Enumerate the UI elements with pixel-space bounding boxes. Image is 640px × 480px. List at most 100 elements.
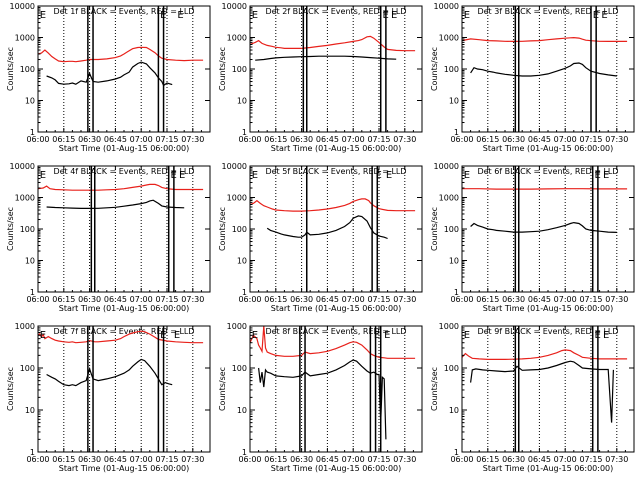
flag-label: E [386, 170, 392, 181]
y-tick-label: 100 [20, 225, 35, 234]
y-tick-label: 1 [454, 448, 459, 457]
y-tick-label: 1 [242, 288, 247, 297]
x-tick-label: 06:15 [476, 295, 499, 304]
y-axis-title: Counts/sec [6, 367, 15, 411]
y-axis-title: Counts/sec [430, 207, 439, 251]
x-tick-label: 07:00 [342, 135, 365, 144]
x-tick-label: 06:30 [78, 135, 101, 144]
x-tick-label: 06:45 [316, 455, 339, 464]
flag-label: E [40, 10, 46, 21]
x-tick-label: 07:00 [342, 455, 365, 464]
y-tick-label: 10000 [434, 162, 459, 171]
y-tick-label: 1000 [15, 34, 35, 43]
x-tick-label: 07:15 [367, 295, 390, 304]
x-tick-label: 07:15 [579, 455, 602, 464]
x-axis-title: Start Time (01-Aug-15 06:00:00) [483, 144, 614, 153]
flag-label: E [382, 10, 388, 21]
flag-label: E [603, 330, 609, 341]
x-axis-title: Start Time (01-Aug-15 06:00:00) [59, 144, 190, 153]
x-tick-label: 07:15 [367, 135, 390, 144]
x-tick-label: 06:30 [290, 135, 313, 144]
x-tick-label: 06:00 [26, 295, 49, 304]
y-tick-label: 10000 [10, 2, 35, 11]
x-tick-label: 06:15 [476, 455, 499, 464]
y-tick-label: 1 [30, 288, 35, 297]
x-tick-label: 06:30 [290, 295, 313, 304]
series-line-events [266, 215, 388, 240]
y-axis-title: Counts/sec [430, 47, 439, 91]
x-axis-title: Start Time (01-Aug-15 06:00:00) [271, 144, 402, 153]
x-tick-label: 06:00 [238, 455, 261, 464]
flag-label: E [170, 170, 176, 181]
x-tick-label: 07:00 [554, 135, 577, 144]
y-tick-label: 1 [242, 128, 247, 137]
chart-title: Det 1f BLACK = Events, RED = LLD [53, 7, 194, 16]
flag-label: E [160, 330, 166, 341]
x-tick-label: 06:30 [502, 295, 525, 304]
y-tick-label: 10 [25, 257, 35, 266]
y-tick-label: 10 [449, 257, 459, 266]
x-tick-label: 06:45 [104, 455, 127, 464]
y-axis-title: Counts/sec [218, 207, 227, 251]
x-tick-label: 06:15 [264, 135, 287, 144]
x-tick-label: 06:15 [52, 295, 75, 304]
flag-label: E [384, 330, 390, 341]
x-tick-label: 06:00 [450, 135, 473, 144]
flag-label: E [464, 170, 470, 181]
series-line-events [258, 359, 387, 440]
y-tick-label: 10 [237, 406, 247, 415]
y-tick-label: 1000 [15, 322, 35, 331]
y-tick-label: 10000 [222, 2, 247, 11]
series-line-events [46, 358, 173, 387]
x-tick-label: 07:30 [605, 455, 628, 464]
y-axis-title: Counts/sec [6, 47, 15, 91]
y-tick-label: 10000 [222, 162, 247, 171]
x-tick-label: 07:30 [181, 455, 204, 464]
chart-title: Det 5f BLACK = Events, RED = LLD [265, 167, 406, 176]
x-tick-label: 06:00 [450, 295, 473, 304]
flag-label: E [603, 170, 609, 181]
x-tick-label: 07:30 [605, 135, 628, 144]
x-tick-label: 06:30 [290, 455, 313, 464]
y-tick-label: 1000 [227, 194, 247, 203]
x-tick-label: 07:00 [130, 455, 153, 464]
chart-title: Det 3f BLACK = Events, RED = LLD [477, 7, 618, 16]
y-tick-label: 1 [30, 128, 35, 137]
y-axis-title: Counts/sec [218, 47, 227, 91]
series-line-lld [38, 46, 204, 63]
chart-title: Det 4f BLACK = Events, RED = LLD [53, 167, 194, 176]
y-tick-label: 1000 [15, 194, 35, 203]
y-axis-title: Counts/sec [218, 367, 227, 411]
y-axis-title: Counts/sec [430, 367, 439, 411]
y-tick-label: 1000 [227, 322, 247, 331]
chart-title: Det 6f BLACK = Events, RED = LLD [477, 167, 618, 176]
y-tick-label: 100 [232, 65, 247, 74]
y-tick-label: 1000 [227, 34, 247, 43]
x-axis-title: Start Time (01-Aug-15 06:00:00) [59, 304, 190, 313]
series-line-lld [462, 36, 628, 43]
flag-label: E [376, 170, 382, 181]
x-axis-title: Start Time (01-Aug-15 06:00:00) [271, 304, 402, 313]
x-tick-label: 07:15 [579, 135, 602, 144]
y-tick-label: 10 [449, 406, 459, 415]
series-line-events [46, 61, 173, 87]
x-tick-label: 07:30 [605, 295, 628, 304]
y-tick-label: 100 [444, 225, 459, 234]
y-tick-label: 10 [449, 97, 459, 106]
x-tick-label: 07:15 [367, 455, 390, 464]
flag-label: E [252, 10, 258, 21]
x-tick-label: 06:45 [528, 455, 551, 464]
x-tick-label: 06:15 [264, 455, 287, 464]
chart-title: Det 9f BLACK = Events, RED = LLD [477, 327, 618, 336]
x-tick-label: 07:30 [393, 455, 416, 464]
flag-label: E [40, 170, 46, 181]
x-axis-title: Start Time (01-Aug-15 06:00:00) [483, 304, 614, 313]
x-tick-label: 06:15 [476, 135, 499, 144]
y-tick-label: 100 [232, 225, 247, 234]
x-tick-label: 07:15 [155, 295, 178, 304]
